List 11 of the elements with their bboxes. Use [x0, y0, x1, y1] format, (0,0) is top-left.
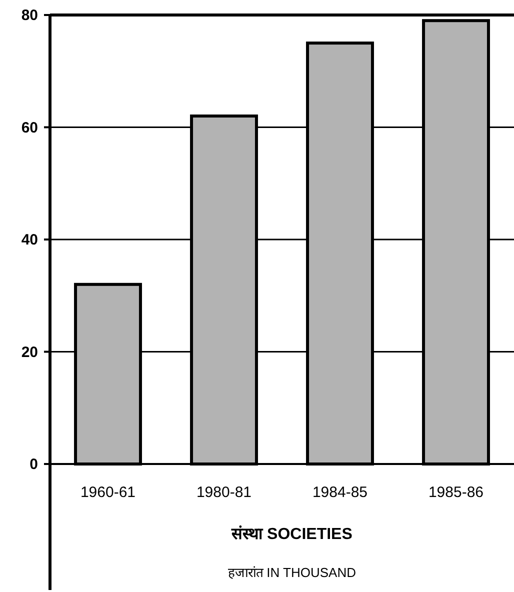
- x-tick-label: 1980-81: [196, 484, 252, 501]
- x-tick-label: 1984-85: [312, 484, 368, 501]
- x-tick-label: 1960-61: [80, 484, 136, 501]
- y-tick-label: 80: [21, 7, 38, 24]
- text: हजारांत IN THOUSAND: [228, 565, 356, 580]
- y-tick-label: 20: [21, 344, 38, 361]
- y-tick-label: 0: [30, 456, 38, 473]
- y-tick-label: 60: [21, 119, 38, 136]
- x-axis-title: संस्था SOCIETIES: [230, 525, 353, 543]
- x-tick-label: 1985-86: [428, 484, 484, 501]
- y-tick-label: 40: [21, 232, 38, 248]
